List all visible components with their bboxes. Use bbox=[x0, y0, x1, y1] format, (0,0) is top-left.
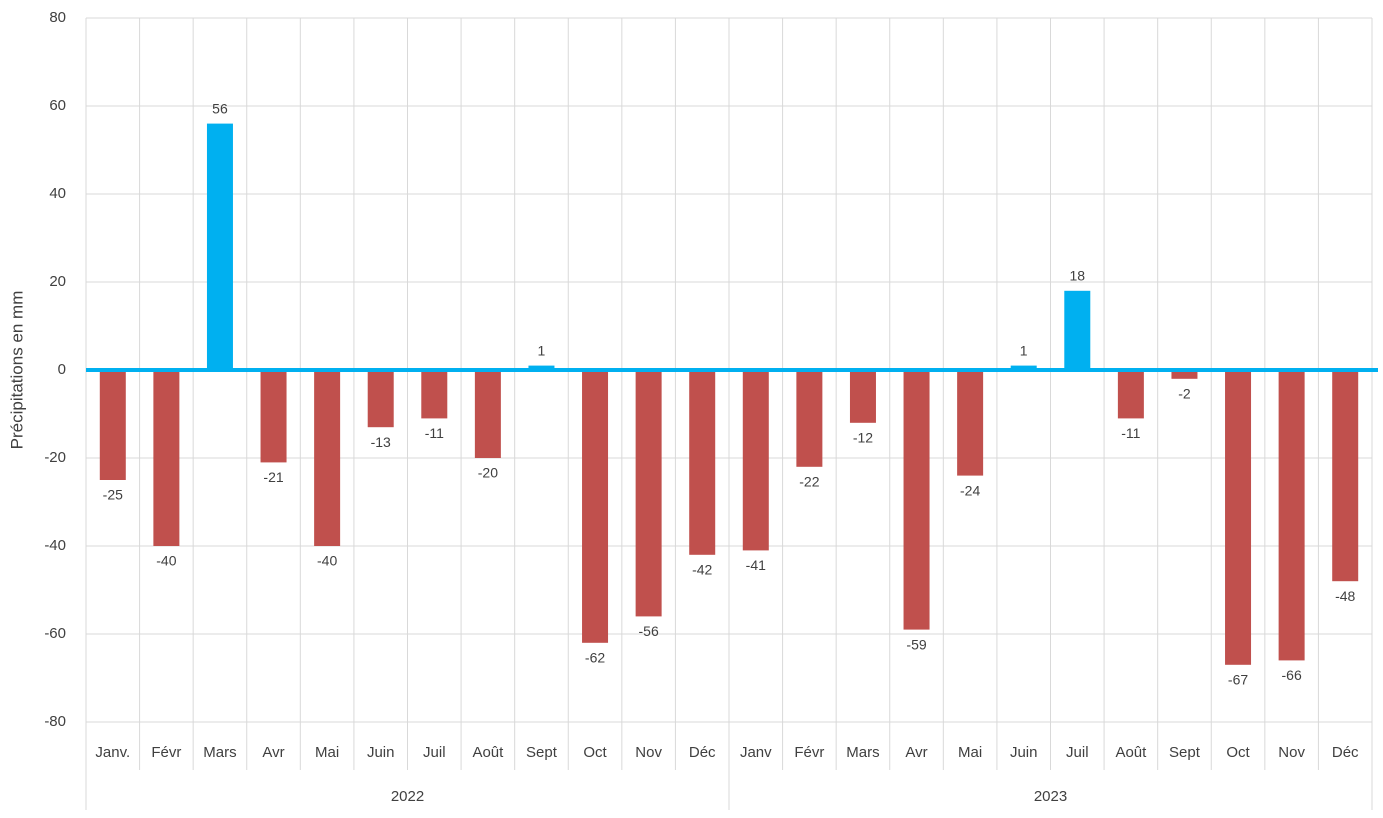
bar bbox=[635, 370, 662, 617]
bar bbox=[528, 365, 555, 370]
y-axis-label: Précipitations en mm bbox=[7, 291, 26, 450]
y-tick-label: 0 bbox=[58, 361, 66, 378]
x-tick-label: Oct bbox=[1226, 744, 1250, 761]
x-tick-label: Janv bbox=[740, 744, 772, 761]
x-tick-label: Juil bbox=[423, 744, 446, 761]
x-tick-label: Mars bbox=[203, 744, 236, 761]
data-label: -67 bbox=[1228, 672, 1248, 688]
x-tick-label: Nov bbox=[635, 744, 662, 761]
bar bbox=[474, 370, 501, 458]
data-label: -56 bbox=[639, 623, 659, 639]
data-label: -11 bbox=[425, 425, 444, 441]
bar bbox=[689, 370, 716, 555]
bar bbox=[957, 370, 984, 476]
y-tick-label: -60 bbox=[44, 625, 66, 642]
bar bbox=[582, 370, 609, 643]
x-tick-label: Sept bbox=[526, 744, 558, 761]
data-label: 18 bbox=[1070, 268, 1086, 284]
y-tick-label: 20 bbox=[49, 273, 66, 290]
bar bbox=[742, 370, 769, 551]
data-label: -41 bbox=[746, 557, 766, 573]
x-tick-label: Déc bbox=[1332, 744, 1359, 761]
bar bbox=[1117, 370, 1144, 419]
x-tick-label: Août bbox=[1115, 744, 1147, 761]
data-label: -25 bbox=[103, 487, 123, 503]
bar bbox=[1064, 290, 1091, 370]
bar bbox=[421, 370, 448, 419]
group-label: 2023 bbox=[1034, 788, 1067, 805]
bar bbox=[260, 370, 287, 463]
x-tick-label: Mars bbox=[846, 744, 879, 761]
x-tick-label: Nov bbox=[1278, 744, 1305, 761]
y-tick-label: -80 bbox=[44, 713, 66, 730]
x-tick-label: Mai bbox=[958, 744, 982, 761]
data-label: -42 bbox=[692, 562, 712, 578]
data-label: -21 bbox=[263, 469, 283, 485]
x-tick-label: Févr bbox=[151, 744, 181, 761]
data-label: -40 bbox=[317, 553, 337, 569]
bar bbox=[153, 370, 180, 546]
x-tick-label: Janv. bbox=[95, 744, 130, 761]
x-tick-label: Sept bbox=[1169, 744, 1201, 761]
data-label: -66 bbox=[1282, 667, 1302, 683]
x-tick-label: Juin bbox=[1010, 744, 1038, 761]
data-label: -2 bbox=[1178, 386, 1191, 402]
x-tick-label: Juin bbox=[367, 744, 395, 761]
bar bbox=[1225, 370, 1252, 665]
data-label: -24 bbox=[960, 482, 980, 498]
bar bbox=[849, 370, 876, 423]
x-tick-label: Oct bbox=[583, 744, 607, 761]
data-label: -12 bbox=[853, 430, 873, 446]
data-label: -48 bbox=[1335, 588, 1355, 604]
bar bbox=[314, 370, 341, 546]
x-tick-label: Avr bbox=[262, 744, 284, 761]
bar bbox=[1171, 370, 1198, 379]
bar bbox=[903, 370, 930, 630]
bar bbox=[1278, 370, 1305, 661]
bar bbox=[796, 370, 823, 467]
group-label: 2022 bbox=[391, 788, 424, 805]
x-tick-label: Déc bbox=[689, 744, 716, 761]
y-tick-label: 40 bbox=[49, 185, 66, 202]
y-tick-label: -20 bbox=[44, 449, 66, 466]
x-tick-label: Févr bbox=[794, 744, 824, 761]
data-label: -20 bbox=[478, 465, 498, 481]
data-label: 1 bbox=[538, 342, 546, 358]
data-label: -59 bbox=[906, 636, 926, 652]
x-tick-label: Août bbox=[472, 744, 504, 761]
y-tick-label: 60 bbox=[49, 97, 66, 114]
bar bbox=[367, 370, 394, 428]
bar bbox=[99, 370, 126, 480]
data-label: -13 bbox=[371, 434, 391, 450]
bar bbox=[1332, 370, 1359, 582]
data-label: -62 bbox=[585, 650, 605, 666]
y-tick-label: 80 bbox=[49, 9, 66, 26]
data-label: 1 bbox=[1020, 342, 1028, 358]
x-tick-label: Avr bbox=[905, 744, 927, 761]
bar bbox=[1010, 365, 1037, 370]
data-label: 56 bbox=[212, 100, 228, 116]
data-label: -22 bbox=[799, 474, 819, 490]
bar bbox=[206, 123, 233, 370]
y-tick-label: -40 bbox=[44, 537, 66, 554]
data-label: -40 bbox=[156, 553, 176, 569]
data-label: -11 bbox=[1121, 425, 1140, 441]
x-tick-label: Juil bbox=[1066, 744, 1089, 761]
x-tick-label: Mai bbox=[315, 744, 339, 761]
